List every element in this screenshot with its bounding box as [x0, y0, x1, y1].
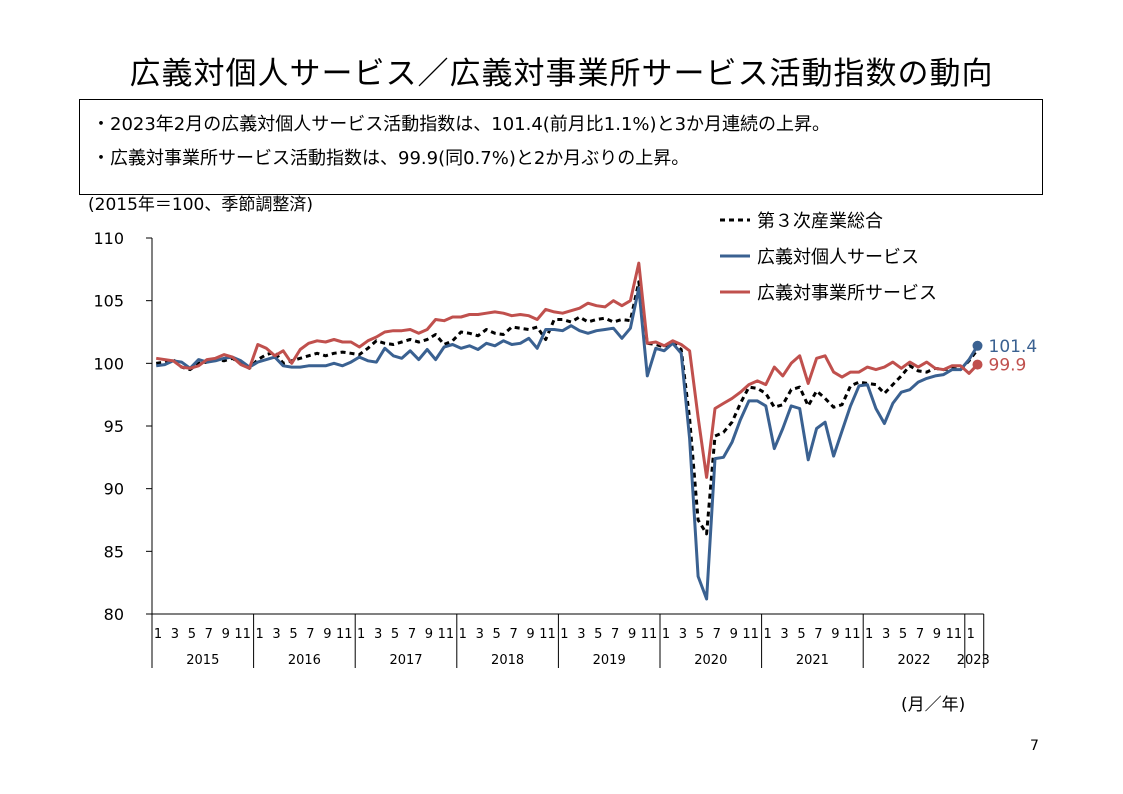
month-tick-label: 1	[763, 627, 771, 642]
month-tick-label: 1	[865, 627, 873, 642]
year-label: 2022	[897, 653, 930, 668]
month-tick-label: 7	[713, 627, 721, 642]
month-tick-label: 1	[560, 627, 568, 642]
year-label: 2020	[694, 653, 727, 668]
y-tick-label: 110	[93, 229, 124, 248]
y-tick-label: 90	[104, 480, 124, 499]
year-label: 2017	[389, 653, 422, 668]
month-tick-label: 3	[171, 627, 179, 642]
month-tick-label: 11	[742, 627, 759, 642]
month-tick-label: 11	[438, 627, 455, 642]
y-tick-label: 85	[104, 542, 124, 561]
month-tick-label: 5	[797, 627, 805, 642]
legend-label-2: 広義対個人サービス	[757, 247, 919, 268]
month-tick-label: 1	[357, 627, 365, 642]
series-line-2	[155, 286, 979, 601]
year-label: 2019	[593, 653, 626, 668]
month-tick-label: 5	[391, 627, 399, 642]
month-tick-label: 9	[831, 627, 839, 642]
month-tick-label: 7	[408, 627, 416, 642]
series-line-3	[155, 261, 979, 479]
month-tick-label: 7	[916, 627, 924, 642]
month-tick-label: 3	[577, 627, 585, 642]
month-tick-label: 7	[814, 627, 822, 642]
month-tick-label: 11	[844, 627, 861, 642]
month-tick-label: 3	[476, 627, 484, 642]
month-tick-label: 5	[188, 627, 196, 642]
month-tick-label: 1	[459, 627, 467, 642]
month-tick-label: 9	[425, 627, 433, 642]
month-tick-label: 7	[509, 627, 517, 642]
month-tick-label: 9	[730, 627, 738, 642]
page-title: 広義対個人サービス／広義対事業所サービス活動指数の動向	[129, 56, 994, 92]
year-label: 2018	[491, 653, 524, 668]
summary-bullet-personal: ・2023年2月の広義対個人サービス活動指数は、101.4(前月比1.1%)と3…	[92, 114, 831, 135]
month-tick-label: 3	[679, 627, 687, 642]
year-label: 2016	[288, 653, 321, 668]
month-tick-label: 3	[272, 627, 280, 642]
month-tick-label: 11	[946, 627, 963, 642]
page-number: 7	[1030, 738, 1039, 754]
month-tick-label: 3	[882, 627, 890, 642]
month-tick-label: 11	[336, 627, 353, 642]
year-label: 2021	[796, 653, 829, 668]
y-tick-label: 95	[104, 417, 124, 436]
month-tick-label: 5	[696, 627, 704, 642]
month-tick-label: 9	[526, 627, 534, 642]
year-label: 2023	[957, 653, 990, 668]
month-tick-label: 11	[539, 627, 556, 642]
month-tick-label: 9	[628, 627, 636, 642]
month-tick-label: 3	[780, 627, 788, 642]
month-tick-label: 11	[234, 627, 251, 642]
series-end-marker-2	[972, 340, 983, 351]
month-tick-label: 9	[222, 627, 230, 642]
summary-box: ・2023年2月の広義対個人サービス活動指数は、101.4(前月比1.1%)と3…	[79, 99, 1043, 195]
month-tick-label: 7	[306, 627, 314, 642]
month-tick-label: 5	[594, 627, 602, 642]
x-axis-unit-label: (月／年)	[901, 695, 966, 715]
month-tick-label: 9	[933, 627, 941, 642]
series-end-marker-3	[972, 359, 983, 370]
month-tick-label: 7	[611, 627, 619, 642]
month-tick-label: 1	[255, 627, 263, 642]
month-tick-label: 1	[154, 627, 162, 642]
series-end-label-3: 99.9	[989, 356, 1027, 376]
summary-bullet-business: ・広義対事業所サービス活動指数は、99.9(同0.7%)と2か月ぶりの上昇。	[92, 148, 690, 169]
month-tick-label: 5	[493, 627, 501, 642]
month-tick-label: 3	[374, 627, 382, 642]
y-tick-label: 80	[104, 605, 124, 624]
year-label: 2015	[186, 653, 219, 668]
y-axis-unit-label: (2015年＝100、季節調整済)	[88, 195, 313, 215]
month-tick-label: 9	[323, 627, 331, 642]
y-tick-label: 100	[93, 354, 124, 373]
month-tick-label: 5	[899, 627, 907, 642]
y-tick-label: 105	[93, 292, 124, 311]
legend-label-1: 第３次産業総合	[757, 211, 883, 232]
month-tick-label: 1	[662, 627, 670, 642]
month-tick-label: 5	[289, 627, 297, 642]
series-end-label-2: 101.4	[989, 337, 1038, 357]
month-tick-label: 1	[967, 627, 975, 642]
series-line-1	[155, 280, 979, 536]
month-tick-label: 7	[205, 627, 213, 642]
legend-label-3: 広義対事業所サービス	[757, 283, 937, 304]
month-tick-label: 11	[641, 627, 658, 642]
